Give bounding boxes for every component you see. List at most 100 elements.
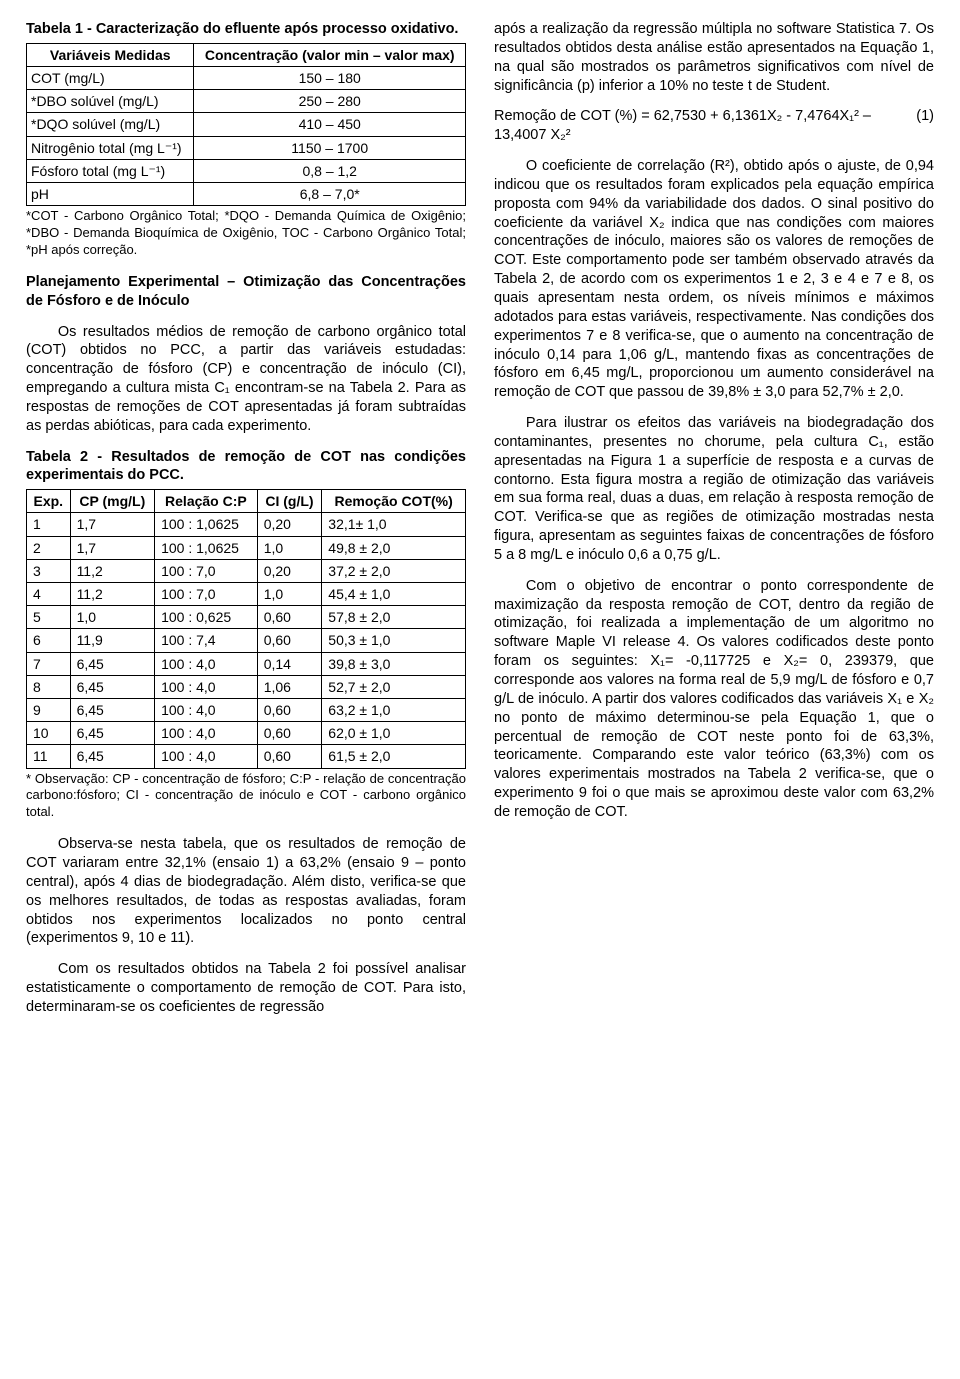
table2-cell-e: 5: [27, 606, 71, 629]
table2-cell-rel: 100 : 4,0: [155, 698, 258, 721]
table2-cell-rem: 61,5 ± 2,0: [322, 745, 466, 768]
table2-row: 116,45100 : 4,00,6061,5 ± 2,0: [27, 745, 466, 768]
table2-cell-rel: 100 : 7,0: [155, 583, 258, 606]
table1-cell-val: 0,8 – 1,2: [194, 159, 466, 182]
table2-cell-ci: 0,60: [257, 722, 322, 745]
table2-cell-ci: 0,60: [257, 629, 322, 652]
table2-cell-cp: 6,45: [70, 652, 155, 675]
right-para2: O coeficiente de correlação (R²), obtido…: [494, 157, 934, 402]
right-column: após a realização da regressão múltipla …: [494, 20, 934, 1017]
table2-row: 11,7100 : 1,06250,2032,1± 1,0: [27, 513, 466, 536]
table2-cell-ci: 1,0: [257, 536, 322, 559]
table2-cell-ci: 0,20: [257, 559, 322, 582]
table2-cell-rem: 49,8 ± 2,0: [322, 536, 466, 559]
table2-cell-e: 10: [27, 722, 71, 745]
table1: Variáveis Medidas Concentração (valor mi…: [26, 43, 466, 206]
table2-cell-rel: 100 : 0,625: [155, 606, 258, 629]
table2-footnote: * Observação: CP - concentração de fósfo…: [26, 771, 466, 822]
right-para3: Para ilustrar os efeitos das variáveis n…: [494, 414, 934, 565]
table1-head-var: Variáveis Medidas: [27, 43, 194, 66]
table2-cell-e: 1: [27, 513, 71, 536]
table2-cell-rel: 100 : 4,0: [155, 745, 258, 768]
table2-row: 96,45100 : 4,00,6063,2 ± 1,0: [27, 698, 466, 721]
table2-cell-cp: 1,0: [70, 606, 155, 629]
equation-1-text: Remoção de COT (%) = 62,7530 + 6,1361X₂ …: [494, 107, 916, 145]
table2-row: 411,2100 : 7,01,045,4 ± 1,0: [27, 583, 466, 606]
table2-cell-rem: 62,0 ± 1,0: [322, 722, 466, 745]
table2-cell-rem: 39,8 ± 3,0: [322, 652, 466, 675]
table1-cell-var: Fósforo total (mg L⁻¹): [27, 159, 194, 182]
table2-cell-cp: 11,2: [70, 583, 155, 606]
left-para2: Observa-se nesta tabela, que os resultad…: [26, 835, 466, 948]
table2-cell-e: 6: [27, 629, 71, 652]
table2-cell-cp: 6,45: [70, 745, 155, 768]
table1-cell-var: pH: [27, 182, 194, 205]
table1-cell-var: COT (mg/L): [27, 67, 194, 90]
table2-title: Tabela 2 - Resultados de remoção de COT …: [26, 448, 466, 486]
table2-cell-ci: 1,0: [257, 583, 322, 606]
table2-cell-ci: 0,20: [257, 513, 322, 536]
table2-cell-e: 4: [27, 583, 71, 606]
table2: Exp. CP (mg/L) Relação C:P CI (g/L) Remo…: [26, 489, 466, 768]
table2-cell-rem: 32,1± 1,0: [322, 513, 466, 536]
table1-row: COT (mg/L)150 – 180: [27, 67, 466, 90]
table2-cell-ci: 0,60: [257, 698, 322, 721]
table2-cell-rel: 100 : 7,0: [155, 559, 258, 582]
table2-head-cp: CP (mg/L): [70, 490, 155, 513]
left-para1: Os resultados médios de remoção de carbo…: [26, 323, 466, 436]
table2-cell-cp: 6,45: [70, 722, 155, 745]
table1-row: pH6,8 – 7,0*: [27, 182, 466, 205]
table1-row: Fósforo total (mg L⁻¹)0,8 – 1,2: [27, 159, 466, 182]
table2-row: 86,45100 : 4,01,0652,7 ± 2,0: [27, 675, 466, 698]
table2-row: 21,7100 : 1,06251,049,8 ± 2,0: [27, 536, 466, 559]
table1-row: *DQO solúvel (mg/L)410 – 450: [27, 113, 466, 136]
table2-cell-cp: 11,9: [70, 629, 155, 652]
section-title: Planejamento Experimental – Otimização d…: [26, 273, 466, 311]
table2-cell-ci: 0,60: [257, 606, 322, 629]
table2-cell-rel: 100 : 4,0: [155, 652, 258, 675]
left-para3: Com os resultados obtidos na Tabela 2 fo…: [26, 960, 466, 1017]
table2-cell-rel: 100 : 4,0: [155, 675, 258, 698]
table1-cell-var: *DBO solúvel (mg/L): [27, 90, 194, 113]
table2-cell-rem: 57,8 ± 2,0: [322, 606, 466, 629]
table1-cell-val: 6,8 – 7,0*: [194, 182, 466, 205]
table2-cell-cp: 11,2: [70, 559, 155, 582]
table2-cell-e: 9: [27, 698, 71, 721]
table2-cell-rem: 37,2 ± 2,0: [322, 559, 466, 582]
table2-row: 51,0100 : 0,6250,6057,8 ± 2,0: [27, 606, 466, 629]
table2-head-exp: Exp.: [27, 490, 71, 513]
equation-1: Remoção de COT (%) = 62,7530 + 6,1361X₂ …: [494, 107, 934, 145]
table2-cell-rem: 52,7 ± 2,0: [322, 675, 466, 698]
equation-1-number: (1): [916, 107, 934, 126]
table1-cell-var: Nitrogênio total (mg L⁻¹): [27, 136, 194, 159]
table2-cell-cp: 6,45: [70, 675, 155, 698]
table2-cell-e: 8: [27, 675, 71, 698]
table1-footnote: *COT - Carbono Orgânico Total; *DQO - De…: [26, 208, 466, 259]
table1-cell-val: 250 – 280: [194, 90, 466, 113]
table2-head-rem: Remoção COT(%): [322, 490, 466, 513]
table2-head-ci: CI (g/L): [257, 490, 322, 513]
table2-cell-rel: 100 : 1,0625: [155, 513, 258, 536]
table1-head-conc: Concentração (valor min – valor max): [194, 43, 466, 66]
table2-row: 76,45100 : 4,00,1439,8 ± 3,0: [27, 652, 466, 675]
left-column: Tabela 1 - Caracterização do efluente ap…: [26, 20, 466, 1017]
table2-row: 106,45100 : 4,00,6062,0 ± 1,0: [27, 722, 466, 745]
table1-cell-val: 150 – 180: [194, 67, 466, 90]
table2-cell-rel: 100 : 4,0: [155, 722, 258, 745]
table2-cell-cp: 1,7: [70, 536, 155, 559]
table2-cell-cp: 6,45: [70, 698, 155, 721]
table2-cell-e: 11: [27, 745, 71, 768]
table2-cell-ci: 1,06: [257, 675, 322, 698]
table2-cell-e: 2: [27, 536, 71, 559]
table2-cell-cp: 1,7: [70, 513, 155, 536]
table2-cell-rel: 100 : 1,0625: [155, 536, 258, 559]
table2-cell-ci: 0,14: [257, 652, 322, 675]
table1-cell-var: *DQO solúvel (mg/L): [27, 113, 194, 136]
table2-cell-rem: 63,2 ± 1,0: [322, 698, 466, 721]
table1-row: Nitrogênio total (mg L⁻¹)1150 – 1700: [27, 136, 466, 159]
table1-cell-val: 410 – 450: [194, 113, 466, 136]
table1-title: Tabela 1 - Caracterização do efluente ap…: [26, 20, 466, 39]
table2-row: 311,2100 : 7,00,2037,2 ± 2,0: [27, 559, 466, 582]
table2-cell-rem: 45,4 ± 1,0: [322, 583, 466, 606]
right-para4: Com o objetivo de encontrar o ponto corr…: [494, 577, 934, 822]
